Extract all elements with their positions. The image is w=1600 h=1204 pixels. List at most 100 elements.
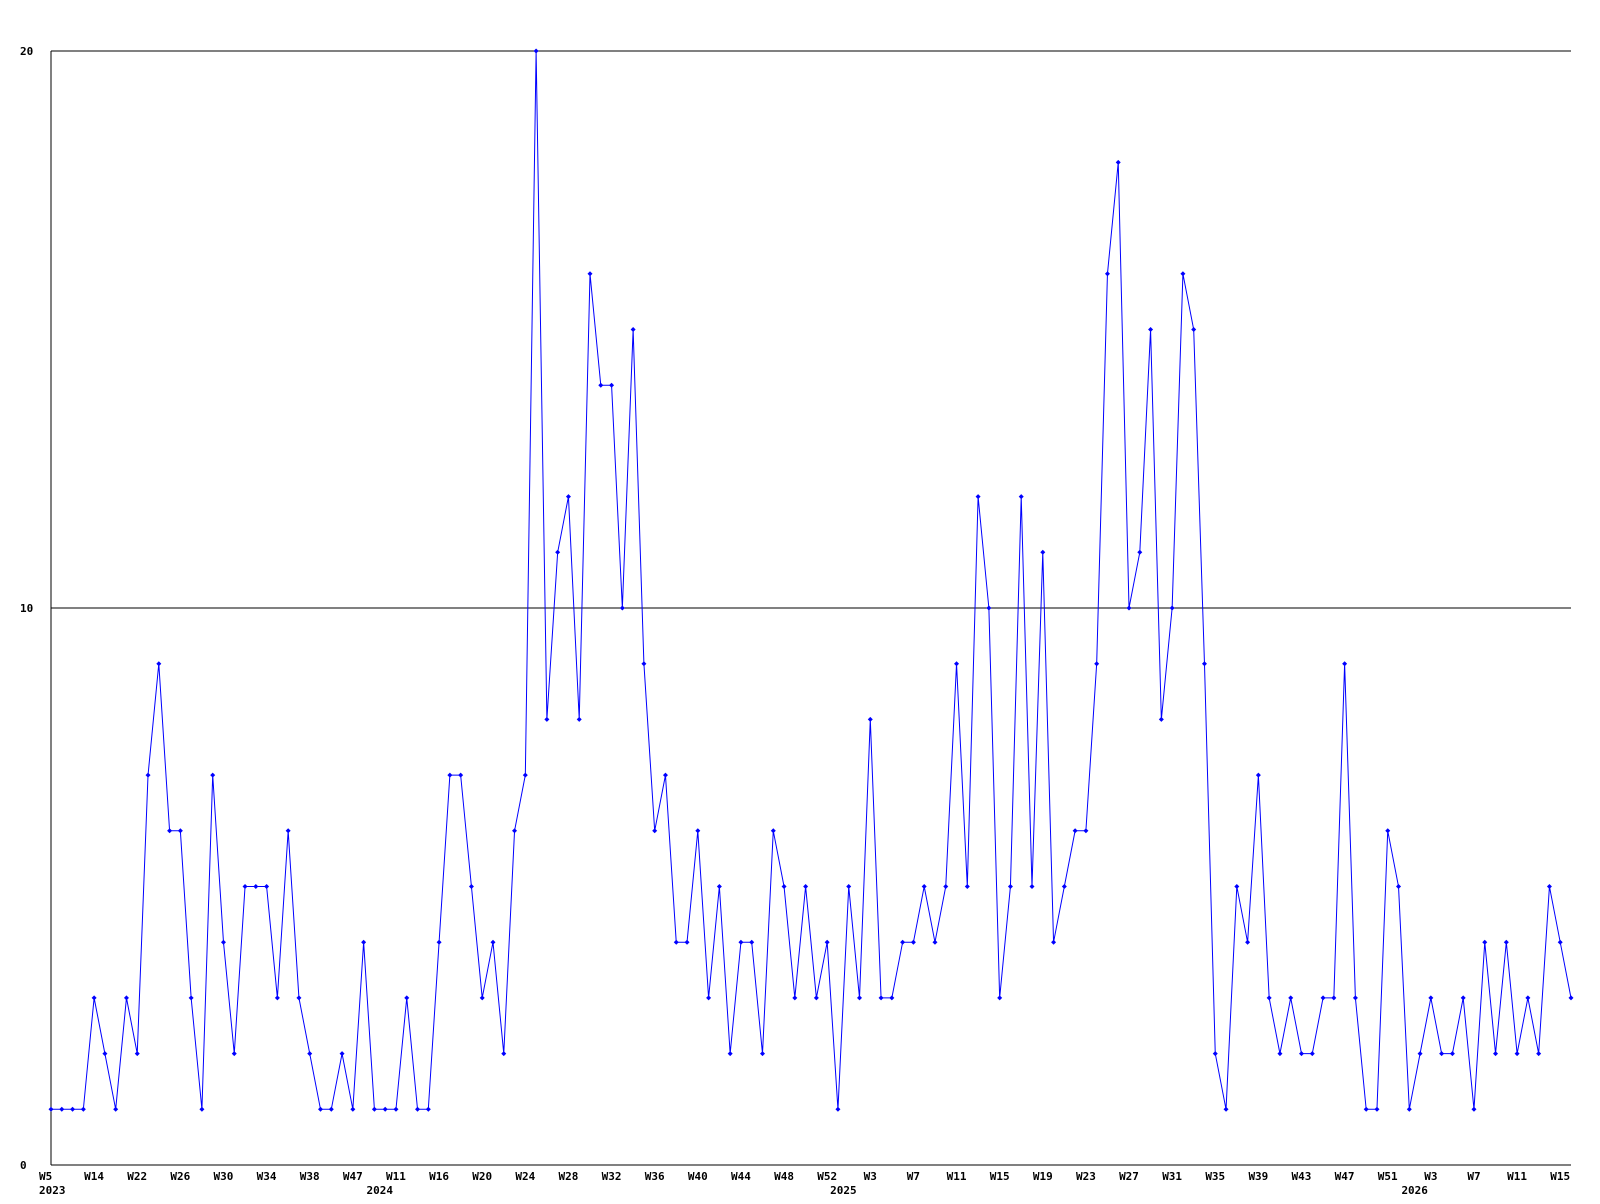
marker [1201, 661, 1207, 667]
x-tick-label: W16 [429, 1170, 449, 1183]
marker [134, 1051, 140, 1057]
marker [975, 494, 981, 500]
x-tick-label: W31 [1162, 1170, 1182, 1183]
marker [1277, 1051, 1283, 1057]
marker [512, 828, 518, 834]
year-label: 2026 [1401, 1184, 1428, 1197]
marker [156, 661, 162, 667]
marker [986, 605, 992, 611]
marker [943, 884, 949, 889]
marker [296, 995, 302, 1001]
marker [641, 661, 647, 667]
x-tick-label: W3 [864, 1170, 877, 1183]
x-tick-label: W44 [731, 1170, 751, 1183]
marker [177, 828, 183, 834]
marker [1083, 828, 1089, 834]
marker [803, 884, 809, 889]
marker [1320, 995, 1326, 1001]
marker [382, 1106, 388, 1112]
marker [361, 939, 367, 945]
marker [878, 995, 884, 1001]
marker [393, 1106, 399, 1112]
marker [318, 1106, 324, 1112]
x-tick-label: W11 [947, 1170, 967, 1183]
marker [1223, 1106, 1229, 1112]
marker [1298, 1051, 1304, 1057]
marker [835, 1106, 841, 1112]
x-tick-label: W48 [774, 1170, 794, 1183]
x-tick-label: W14 [84, 1170, 104, 1183]
marker [167, 828, 173, 834]
marker [587, 271, 593, 277]
marker [533, 48, 539, 54]
marker [997, 995, 1003, 1001]
x-tick-label: W35 [1205, 1170, 1225, 1183]
x-tick-label: W32 [602, 1170, 622, 1183]
marker [706, 995, 712, 1001]
marker [1104, 271, 1110, 277]
marker [1051, 939, 1057, 945]
marker [792, 995, 798, 1001]
marker [684, 939, 690, 945]
marker [1525, 995, 1531, 1001]
x-tick-label: W11 [386, 1170, 406, 1183]
marker [242, 884, 248, 889]
marker [48, 1106, 54, 1112]
marker [1536, 1051, 1542, 1057]
marker [1363, 1106, 1369, 1112]
x-tick-label: W38 [300, 1170, 320, 1183]
marker [1245, 939, 1251, 945]
marker [479, 995, 485, 1001]
marker [220, 939, 226, 945]
marker [824, 939, 830, 945]
marker [1449, 1051, 1455, 1057]
marker [1439, 1051, 1445, 1057]
marker [80, 1106, 86, 1112]
x-tick-label: W28 [559, 1170, 579, 1183]
x-tick-label: W7 [907, 1170, 920, 1183]
marker [59, 1106, 65, 1112]
marker [1234, 884, 1240, 889]
marker [932, 939, 938, 945]
marker [954, 661, 960, 667]
x-tick-label: W51 [1378, 1170, 1398, 1183]
marker [630, 327, 636, 332]
marker [264, 884, 270, 889]
marker [770, 828, 776, 834]
marker [759, 1051, 765, 1057]
x-tick-label: W22 [127, 1170, 147, 1183]
marker [673, 939, 679, 945]
marker [716, 884, 722, 889]
marker [285, 828, 291, 834]
x-tick-label: W23 [1076, 1170, 1096, 1183]
marker [1137, 549, 1143, 555]
marker [544, 716, 550, 722]
marker [662, 772, 668, 778]
marker [1266, 995, 1272, 1001]
marker [1493, 1051, 1499, 1057]
marker [404, 995, 410, 1001]
marker [1557, 939, 1563, 945]
y-tick-label: 10 [20, 602, 33, 615]
marker [964, 884, 970, 889]
marker [415, 1106, 421, 1112]
marker [619, 605, 625, 611]
y-tick-label: 20 [20, 45, 33, 58]
marker [1342, 661, 1348, 667]
marker [145, 772, 151, 778]
marker [1503, 939, 1509, 945]
marker [458, 772, 464, 778]
marker [1169, 605, 1175, 611]
marker [781, 884, 787, 889]
marker [199, 1106, 205, 1112]
marker [91, 995, 97, 1001]
x-tick-label: W20 [472, 1170, 492, 1183]
x-tick-label: W27 [1119, 1170, 1139, 1183]
marker [468, 884, 474, 889]
marker [1255, 772, 1261, 778]
marker [70, 1106, 76, 1112]
marker [188, 995, 194, 1001]
marker [867, 716, 873, 722]
x-tick-label: W11 [1507, 1170, 1527, 1183]
